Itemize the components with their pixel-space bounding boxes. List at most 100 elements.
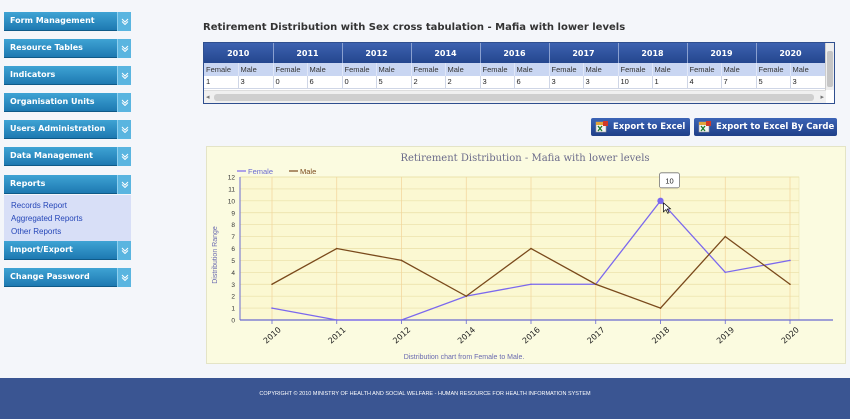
year-header: 2016 xyxy=(480,43,550,63)
nav-reports[interactable]: Reports xyxy=(4,175,131,194)
chevron-down-icon xyxy=(117,147,131,166)
y-tick-label: 9 xyxy=(231,210,235,217)
chart-panel: 0 1 2 3 4 5 6 7 8 9 10 11 12 2010 2011 2012 2014 2016 2017… xyxy=(206,146,846,364)
chevron-down-icon xyxy=(117,93,131,112)
excel-icon xyxy=(698,121,711,133)
table-cell: 0 xyxy=(273,76,308,89)
vertical-scrollbar[interactable] xyxy=(825,43,834,90)
nav-resource-tables[interactable]: Resource Tables xyxy=(4,39,131,58)
year-header: 2019 xyxy=(687,43,757,63)
chevron-down-icon xyxy=(117,268,131,287)
scroll-thumb[interactable] xyxy=(214,94,814,101)
nav-users-administration[interactable]: Users Administration xyxy=(4,120,131,139)
year-header: 2014 xyxy=(411,43,481,63)
mouse-cursor-icon xyxy=(663,202,672,214)
scroll-left-icon[interactable]: ◂ xyxy=(206,93,210,101)
sex-header: Female xyxy=(273,63,308,76)
nav-label: Users Administration xyxy=(10,124,106,133)
nav-import-export[interactable]: Import/Export xyxy=(4,241,131,260)
table-cell: 3 xyxy=(790,76,826,89)
tooltip-box xyxy=(659,172,680,189)
export-excel-carde-label: Export to Excel By Carde xyxy=(716,122,835,132)
page-title: Retirement Distribution with Sex cross t… xyxy=(203,22,626,33)
submenu-aggregated-reports[interactable]: Aggregated Reports xyxy=(11,214,83,223)
table-cell: 6 xyxy=(307,76,343,89)
x-tick-label: 2017 xyxy=(586,325,607,345)
chevron-down-icon xyxy=(117,120,131,139)
data-point xyxy=(659,307,662,309)
table-cell: 3 xyxy=(583,76,619,89)
year-header: 2010 xyxy=(204,43,274,63)
submenu-records-report[interactable]: Records Report xyxy=(11,201,68,210)
chevron-down-icon xyxy=(117,39,131,58)
chevron-down-icon xyxy=(117,66,131,85)
nav-data-management[interactable]: Data Management xyxy=(4,147,131,166)
data-point xyxy=(465,295,468,297)
year-header: 2017 xyxy=(549,43,619,63)
y-tick-label: 10 xyxy=(228,198,236,205)
data-point xyxy=(400,319,403,321)
y-tick-label: 6 xyxy=(231,246,235,253)
data-point xyxy=(789,283,791,286)
data-point xyxy=(271,283,273,286)
table-cell: 7 xyxy=(721,76,757,89)
data-point xyxy=(271,307,273,309)
chevron-down-icon xyxy=(117,175,131,194)
table-cell: 3 xyxy=(549,76,584,89)
sex-header: Male xyxy=(790,63,826,76)
data-table: 2010 2011 2012 2014 2016 2017 2018 2019 2020 Fem… xyxy=(204,43,826,89)
y-tick-label: 3 xyxy=(231,282,235,289)
sex-header: Male xyxy=(307,63,343,76)
sex-header: Male xyxy=(721,63,757,76)
footer: COPYRIGHT © 2010 MINISTRY OF HEALTH AND … xyxy=(0,378,850,419)
nav-label: Indicators xyxy=(10,70,56,79)
sex-header: Female xyxy=(756,63,791,76)
nav-label: Data Management xyxy=(10,151,93,160)
sex-header: Male xyxy=(583,63,619,76)
legend-label-male: Male xyxy=(300,167,316,176)
y-axis-label: Distribution Range xyxy=(212,226,219,284)
y-tick-label: 11 xyxy=(228,186,235,193)
x-tick-label: 2016 xyxy=(521,325,542,345)
data-point xyxy=(594,283,597,286)
nav-change-password[interactable]: Change Password xyxy=(4,268,131,287)
scroll-right-icon[interactable]: ▸ xyxy=(820,93,824,101)
horizontal-scrollbar[interactable]: ◂ ▸ xyxy=(204,90,826,103)
table-cell: 5 xyxy=(376,76,412,89)
y-tick-label: 2 xyxy=(231,294,235,301)
nav-indicators[interactable]: Indicators xyxy=(4,66,131,85)
export-excel-button[interactable]: Export to Excel xyxy=(591,118,690,136)
x-tick-label: 2018 xyxy=(650,325,671,345)
data-point xyxy=(530,247,532,250)
table-cell: 4 xyxy=(687,76,722,89)
y-tick-label: 4 xyxy=(231,270,235,277)
nav-label: Resource Tables xyxy=(10,43,83,52)
sex-header: Male xyxy=(376,63,412,76)
nav-form-management[interactable]: Form Management xyxy=(4,12,131,31)
x-axis-label: Distribution chart from Female to Male. xyxy=(404,354,525,361)
nav-label: Reports xyxy=(10,179,46,188)
data-point xyxy=(530,283,532,286)
y-tick-label: 5 xyxy=(231,258,235,265)
x-tick-label: 2012 xyxy=(391,325,412,345)
sex-header: Female xyxy=(204,63,239,76)
submenu-other-reports[interactable]: Other Reports xyxy=(11,227,62,236)
data-point xyxy=(335,319,338,321)
y-tick-label: 0 xyxy=(231,318,235,325)
year-header: 2020 xyxy=(756,43,826,63)
table-cell: 2 xyxy=(411,76,446,89)
data-point xyxy=(724,271,727,274)
table-cell: 1 xyxy=(652,76,688,89)
y-tick-label: 7 xyxy=(231,234,235,241)
x-tick-label: 2020 xyxy=(780,325,801,345)
nav-label: Change Password xyxy=(10,272,90,281)
nav-organisation-units[interactable]: Organisation Units xyxy=(4,93,131,112)
export-excel-carde-button[interactable]: Export to Excel By Carde xyxy=(694,118,837,136)
x-tick-label: 2019 xyxy=(715,325,736,345)
sex-header: Female xyxy=(480,63,515,76)
year-header: 2018 xyxy=(618,43,688,63)
table-cell: 6 xyxy=(514,76,550,89)
data-point xyxy=(724,235,727,238)
table-cell: 2 xyxy=(445,76,481,89)
